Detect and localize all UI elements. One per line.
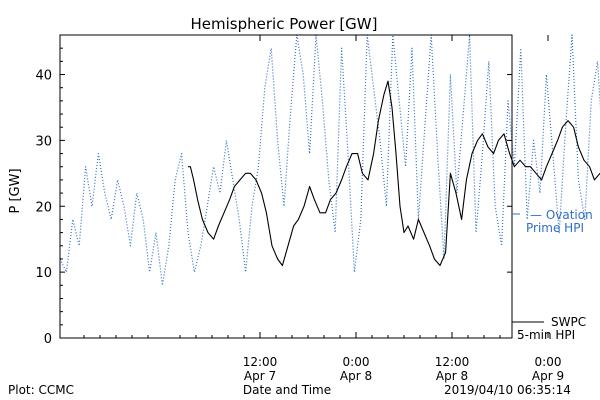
plot-frame <box>59 34 513 339</box>
y-tick-label: 20 <box>35 200 52 215</box>
series-line-ovation-prime <box>59 34 600 286</box>
x-tick-label-time: 0:00 <box>535 355 562 369</box>
y-axis: 0 10 20 30 40 <box>35 34 520 347</box>
y-axis-label: P [GW] <box>8 168 23 213</box>
y-tick-label: 10 <box>35 266 52 281</box>
series-layer <box>59 34 600 286</box>
x-tick-label-date: Apr 8 <box>436 369 468 383</box>
y-tick-label: 40 <box>35 69 52 84</box>
legend-ovation-label-2: Prime HPI <box>526 221 584 235</box>
footer-timestamp: 2019/04/10 06:35:14 <box>444 383 571 397</box>
x-tick-label-date: Apr 7 <box>244 369 276 383</box>
legend-ovation-label: — Ovation <box>530 208 593 222</box>
chart-title: Hemispheric Power [GW] <box>191 15 378 33</box>
series-line-swpc <box>188 80 600 267</box>
legend-swpc-label-2: 5-min HPI <box>517 328 575 342</box>
x-tick-label-time: 12:00 <box>435 355 470 369</box>
x-tick-label-time: 0:00 <box>343 355 370 369</box>
footer-plot-credit: Plot: CCMC <box>8 383 74 397</box>
y-tick-label: 30 <box>35 134 52 149</box>
x-axis-label: Date and Time <box>243 383 331 397</box>
y-tick-label: 0 <box>44 332 52 347</box>
legend-swpc-label: SWPC <box>551 315 586 329</box>
x-tick-label-date: Apr 8 <box>340 369 372 383</box>
x-tick-label-time: 12:00 <box>243 355 278 369</box>
legend: — Ovation Prime HPI SWPC 5-min HPI <box>512 208 593 342</box>
x-tick-label-date: Apr 9 <box>532 369 564 383</box>
